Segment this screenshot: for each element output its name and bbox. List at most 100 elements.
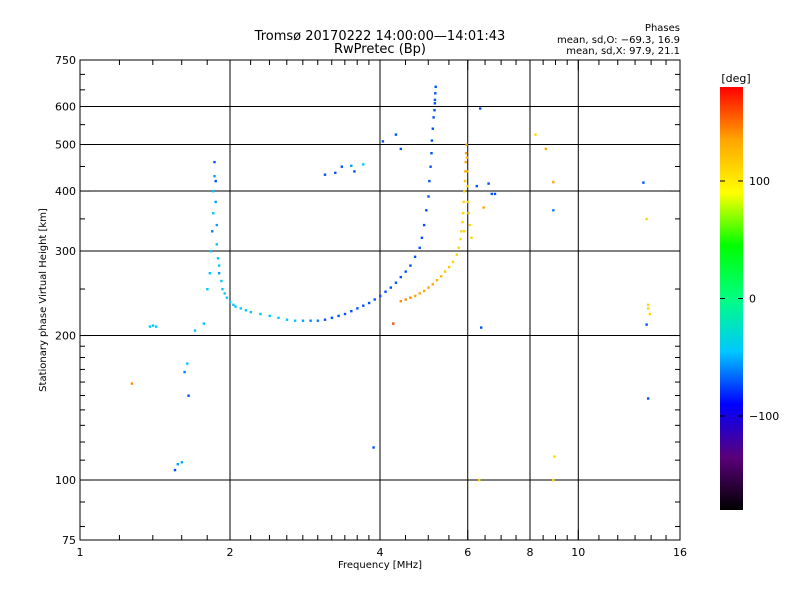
data-point [229,300,232,304]
data-point [353,170,356,173]
stats-x-mode: mean, sd,X: 97.9, 21.1 [566,46,680,57]
data-point [642,181,645,184]
x-axis-title: Frequency [MHz] [338,560,422,571]
data-point [493,192,497,196]
data-point [463,230,466,233]
colorbar-tick-label: 0 [749,293,756,306]
data-point [151,324,155,327]
data-point [422,223,426,227]
data-point [534,133,537,136]
data-point [434,92,437,95]
data-point [173,468,177,472]
grid-lines [80,60,680,540]
x-tick-label: 4 [377,546,384,559]
data-point [463,179,467,183]
stats-heading: Phases [645,23,680,34]
data-point [461,220,464,224]
y-tick-label: 200 [55,330,76,343]
data-point [293,319,297,322]
y-tick-label: 500 [55,139,76,152]
data-point [443,270,447,273]
colorbar-ticks: 100 0 −100 [720,175,779,423]
data-point [316,319,320,322]
data-point [186,362,189,365]
data-point [647,307,650,310]
data-point [482,206,485,209]
data-point [647,397,650,400]
data-point [418,246,421,249]
data-point [490,192,493,196]
data-point [209,250,213,253]
data-point [463,190,466,193]
data-point [394,133,398,136]
colorbar-label: [deg] [721,72,750,85]
data-point [356,307,359,310]
data-point [309,319,312,322]
colorbar-tick-label: 100 [749,175,770,188]
chart-subtitle: RwPretec (Bp) [334,42,426,57]
data-point [214,179,217,183]
data-point [462,212,465,215]
data-point [180,461,184,464]
data-point [373,298,376,301]
data-point [301,319,305,322]
data-point [433,98,437,102]
data-point [399,147,402,151]
data-point [544,147,548,151]
data-point [367,301,371,305]
data-point [384,290,387,293]
data-point [268,314,271,318]
data-point [418,292,421,295]
data-point [213,160,216,164]
y-tick-label: 100 [55,474,76,487]
data-point [217,272,221,275]
data-point [381,140,385,143]
data-point [464,152,468,155]
data-point [422,289,426,293]
data-point [285,318,289,321]
colorbar [720,87,743,510]
data-point [193,329,197,332]
data-point [187,394,190,397]
data-point [487,182,490,185]
colorbar-tick-label: −100 [749,410,779,423]
data-point [221,288,224,291]
data-point [427,286,430,289]
y-tick-label: 600 [55,101,76,114]
data-point [457,246,460,249]
x-tick-label: 10 [571,546,585,559]
data-point [478,479,481,482]
data-point [234,305,237,308]
data-point [409,264,412,267]
data-point [225,296,229,299]
data-point [399,300,402,303]
data-point [479,107,482,110]
data-point [211,230,214,233]
data-point [340,165,343,168]
data-point [470,236,473,239]
data-point [466,170,469,173]
data-point [223,292,226,295]
y-tick-label: 750 [55,54,76,67]
data-point [130,382,134,385]
data-point [362,163,365,166]
data-point [343,312,347,316]
data-point [429,165,432,168]
data-point [464,160,467,164]
data-point [465,143,468,146]
data-point [413,255,417,258]
data-point [467,212,470,215]
x-tick-label: 1 [77,546,84,559]
data-point [350,164,353,167]
data-point [468,223,471,227]
data-point [220,279,223,283]
data-point [323,318,327,321]
data-point [212,190,215,193]
data-point [475,184,478,188]
data-point [552,180,555,184]
data-point [648,312,651,316]
plot-frame [79,59,681,541]
data-point [249,310,252,314]
chart-title: Tromsø 20170222 14:00:00—14:01:43 [254,29,506,44]
